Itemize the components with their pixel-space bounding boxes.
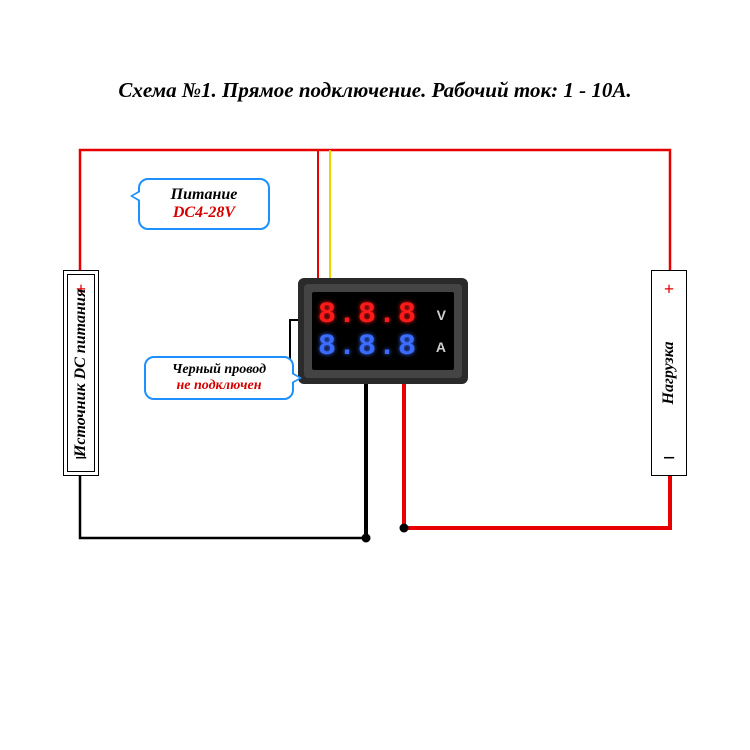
load-plus: + xyxy=(652,279,686,300)
power-source-label: Источник DC питания xyxy=(72,289,90,457)
callout-power-line1: Питание xyxy=(152,186,256,204)
callout-black-wire: Черный провод не подключен xyxy=(144,356,294,400)
load-box: + Нагрузка − xyxy=(651,270,687,476)
callout-power: Питание DC4-28V xyxy=(138,178,270,230)
meter-amp-unit: A xyxy=(432,339,448,355)
node-black xyxy=(362,534,371,543)
meter-volt-unit: V xyxy=(433,307,448,323)
wire-thin-red xyxy=(300,150,318,282)
meter-amp-row: 8.8.8 A xyxy=(318,332,448,362)
meter-volt-row: 8.8.8 V xyxy=(318,300,448,330)
callout-power-line2: DC4-28V xyxy=(152,204,256,222)
node-red xyxy=(400,524,409,533)
wire-black-bottom-left xyxy=(80,474,366,538)
load-minus: − xyxy=(652,445,686,471)
meter-screen: 8.8.8 V 8.8.8 A xyxy=(312,292,454,370)
meter-volt-digits: 8.8.8 xyxy=(318,300,418,330)
diagram-title: Схема №1. Прямое подключение. Рабочий то… xyxy=(0,78,750,103)
load-label: Нагрузка xyxy=(660,342,678,405)
volt-amp-meter: 8.8.8 V 8.8.8 A xyxy=(298,278,468,384)
callout-wire-line1: Черный провод xyxy=(154,362,284,378)
power-source-box: + Источник DC питания − xyxy=(63,270,99,476)
power-source-minus: − xyxy=(64,445,98,471)
callout-wire-line2: не подключен xyxy=(154,378,284,394)
wire-red-meter-to-load xyxy=(404,384,670,528)
meter-amp-digits: 8.8.8 xyxy=(318,332,418,362)
